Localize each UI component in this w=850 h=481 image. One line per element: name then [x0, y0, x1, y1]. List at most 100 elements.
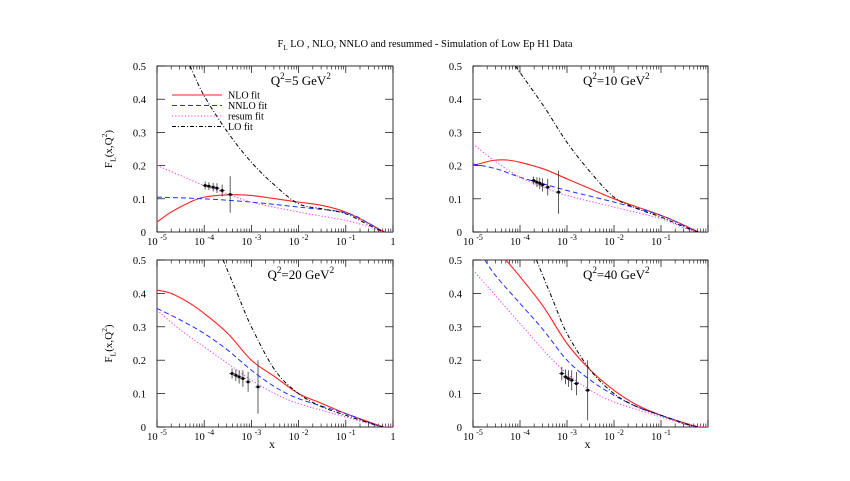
- series-line-nlo: [473, 159, 708, 232]
- legend-label: resum fit: [228, 112, 264, 123]
- y-tick-label: 0.4: [133, 289, 147, 300]
- panel-title: Q2=10 GeV2: [583, 71, 650, 88]
- y-tick-label: 0.2: [133, 162, 146, 173]
- x-tick-label: 10 -1: [336, 428, 356, 443]
- plot-frame: [472, 65, 709, 233]
- series-line-nnlo: [484, 260, 708, 427]
- data-point: [211, 185, 215, 189]
- data-point: [546, 185, 550, 189]
- data-point: [246, 380, 250, 384]
- legend-label: NLO fit: [228, 91, 260, 102]
- series-line-lo: [535, 260, 699, 427]
- panel-title: Q2=40 GeV2: [583, 265, 650, 282]
- y-tick-label: 0.5: [449, 62, 462, 73]
- data-point: [570, 378, 573, 382]
- data-point: [538, 181, 542, 185]
- y-tick-label: 0.3: [449, 323, 462, 334]
- x-tick-label: 10 -5: [463, 233, 483, 248]
- y-tick-label: 0.4: [133, 95, 147, 106]
- series-line-nlo: [157, 194, 393, 232]
- data-point: [560, 372, 564, 375]
- x-axis-label: x: [269, 437, 275, 451]
- x-tick-label: 10 -2: [604, 233, 624, 248]
- data-point: [541, 183, 544, 187]
- data-point: [256, 385, 260, 389]
- data-point: [567, 377, 570, 380]
- x-tick-label: 10 -3: [557, 233, 577, 248]
- series-line-resum: [157, 165, 393, 232]
- series-line-lo: [514, 66, 699, 232]
- x-tick-label: 10 -2: [289, 428, 309, 443]
- data-point: [230, 372, 234, 375]
- series-group: [473, 260, 708, 427]
- plot-frame: [156, 65, 394, 233]
- data-point: [586, 388, 589, 392]
- y-tick-label: 0: [141, 423, 146, 434]
- data-point: [532, 179, 535, 182]
- series-line-nnlo: [157, 307, 393, 427]
- data-point: [220, 189, 224, 192]
- x-tick-label: 10 -1: [651, 233, 671, 248]
- y-tick-label: 0.5: [133, 62, 146, 73]
- legend-label: LO fit: [228, 122, 253, 133]
- data-point: [207, 184, 211, 188]
- series-line-nlo: [157, 289, 393, 427]
- plot-frame: [156, 259, 394, 428]
- x-tick-label: 10 -3: [557, 428, 577, 443]
- y-tick-label: 0.2: [449, 356, 462, 367]
- data-point: [241, 377, 245, 380]
- y-tick-label: 0: [457, 228, 462, 239]
- panel-title: Q2=5 GeV2: [271, 71, 332, 88]
- y-tick-label: 0.4: [449, 95, 463, 106]
- plot-frame: [472, 259, 709, 428]
- x-tick-label: 10 -4: [194, 233, 214, 248]
- figure-title: FL LO , NLO, NNLO and resummed - Simulat…: [277, 39, 572, 52]
- x-tick-label: 10 -5: [463, 428, 483, 443]
- panel-2: 10 -5 10 -4 10 -3 10 -2 10 -1 0 0.1 0.2 0.3 0.4 0.…: [449, 62, 709, 248]
- data-point: [564, 375, 567, 379]
- series-line-nlo: [505, 260, 708, 427]
- data-point: [203, 184, 207, 187]
- y-tick-label: 0.2: [449, 162, 462, 173]
- series-line-resum: [473, 269, 708, 427]
- x-tick-label: 1: [390, 237, 395, 248]
- x-tick-label: 10 -4: [510, 428, 530, 443]
- x-tick-label: 10 -5: [147, 233, 167, 248]
- panel-title: Q2=20 GeV2: [267, 265, 334, 282]
- y-tick-label: 0.1: [133, 390, 146, 401]
- y-axis-label: FL(x,Q2): [100, 130, 117, 169]
- y-tick-label: 0.3: [133, 323, 146, 334]
- x-tick-label: 10 -4: [510, 233, 530, 248]
- data-point: [237, 375, 241, 379]
- series-line-resum: [473, 143, 708, 232]
- x-tick-label: 10 -3: [242, 428, 262, 443]
- x-tick-label: 10 -1: [336, 233, 356, 248]
- data-point: [234, 373, 238, 377]
- x-tick-label: 10 -3: [242, 233, 262, 248]
- y-tick-label: 0.3: [133, 128, 146, 139]
- series-group: [157, 66, 393, 232]
- y-tick-label: 0.3: [449, 128, 462, 139]
- panel-1: 10 -5 10 -4 10 -3 10 -2 10 -1 1 0 0.1 0.2 0.3 0.4 0…: [100, 62, 396, 248]
- series-line-lo: [189, 66, 384, 232]
- data-point: [575, 382, 578, 385]
- panel-3: 10 -5 10 -4 10 -3 10 -2 10 -1 1 0 0.1 0.2 0.3 0.4 0…: [100, 256, 396, 451]
- y-tick-label: 0.4: [449, 289, 463, 300]
- y-axis-label: FL(x,Q2): [100, 324, 117, 363]
- x-axis-label: x: [585, 437, 591, 451]
- data-point: [557, 190, 560, 194]
- y-tick-label: 0.5: [449, 256, 462, 267]
- data-point: [535, 180, 539, 184]
- panel-4: 10 -5 10 -4 10 -3 10 -2 10 -1 0 0.1 0.2 0.3 0.4 0.…: [449, 256, 709, 451]
- series-group: [473, 66, 708, 232]
- y-tick-label: 0.5: [133, 256, 146, 267]
- y-tick-label: 0: [457, 423, 462, 434]
- y-tick-label: 0.1: [449, 195, 462, 206]
- x-tick-label: 1: [390, 432, 395, 443]
- series-line-nnlo: [157, 196, 393, 232]
- series-line-lo: [222, 260, 384, 427]
- y-tick-label: 0.1: [449, 390, 462, 401]
- y-tick-label: 0: [141, 228, 146, 239]
